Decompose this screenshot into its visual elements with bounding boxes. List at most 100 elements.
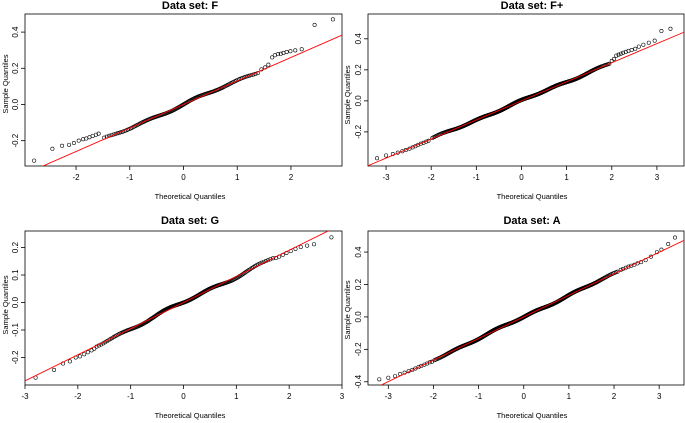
qq-point [626,264,631,269]
qq-point [117,130,122,135]
panel-g: Data set: G Theoretical Quantiles Sample… [1,215,345,420]
panel-f: Data set: F Theoretical Quantiles Sample… [1,0,343,201]
x-tick-label: 0 [519,173,524,182]
y-tick-label: -0.2 [354,342,363,356]
y-tick-label: 0.1 [11,269,20,281]
qq-point [636,44,641,49]
panel-title: Data set: A [503,215,560,227]
y-tick-label: -0.2 [11,350,20,364]
qq-point [82,352,87,357]
qq-point [668,26,673,31]
qq-point [115,131,120,136]
qq-point [330,17,335,22]
x-tick-label: 1 [235,173,240,182]
qq-point [284,49,289,54]
reference-line [368,31,684,166]
x-tick-label: 3 [657,392,662,401]
qq-point [276,52,281,57]
y-tick-label: -0.4 [354,374,363,388]
panel-f-plus: Data set: F+ Theoretical Quantiles Sampl… [343,0,685,201]
x-tick-label: -2 [428,173,436,182]
x-tick-label: -1 [473,173,481,182]
y-tick-label: 0.2 [11,62,20,74]
y-tick-label: 0.2 [354,278,363,290]
y-tick-label: -0.2 [354,124,363,138]
qq-point [67,142,72,147]
qq-point [659,29,664,34]
reference-line [380,239,684,385]
qq-point [666,241,671,246]
qq-point [386,375,391,380]
plot-frame [367,230,685,386]
panel-a: Data set: A Theoretical Quantiles Sample… [343,215,685,420]
x-axis-label: Theoretical Quantiles [497,192,568,201]
qq-point [623,49,628,54]
x-axis-label: Theoretical Quantiles [497,411,568,420]
y-tick-label: -0.2 [11,133,20,147]
qq-point [614,53,619,58]
x-tick-label: -2 [430,392,438,401]
x-tick-label: -3 [385,392,393,401]
x-tick-label: 1 [567,392,572,401]
y-axis-label: Sample Quantiles [1,54,10,113]
x-tick-label: 2 [287,392,292,401]
qq-point [93,132,98,137]
qq-point [410,367,415,372]
qq-point [32,158,37,163]
qq-point [641,42,646,47]
x-tick-label: 0 [181,173,186,182]
y-tick-label: 0.0 [354,311,363,323]
qq-point [618,51,623,56]
qq-point [85,350,90,355]
plot-area [377,235,684,385]
qq-point [375,156,380,161]
qq-point [616,52,621,57]
qq-point [245,74,250,79]
plot-area [25,231,334,382]
qq-point [377,377,382,382]
y-axis-label: Sample Quantiles [343,65,352,124]
reference-line [41,34,342,166]
qq-point [288,49,293,54]
qq-point [77,354,82,359]
x-tick-label: 3 [340,392,345,401]
qq-point [52,367,57,372]
x-tick-label: -2 [74,392,82,401]
qq-point [50,146,55,151]
qq-point [299,47,304,52]
qq-point [293,48,298,53]
qq-point [268,257,273,262]
qq-point [60,143,65,148]
plot-frame [367,13,685,167]
qq-point [278,51,283,56]
x-tick-label: -1 [475,392,483,401]
x-axis-label: Theoretical Quantiles [155,192,226,201]
x-tick-label: 0 [522,392,527,401]
qq-point [400,149,405,154]
qq-point [646,40,651,45]
x-tick-label: 1 [564,173,569,182]
qq-point [652,38,657,43]
qq-point [247,73,252,78]
x-axis-label: Theoretical Quantiles [155,411,226,420]
panel-title: Data set: F [162,0,219,12]
qq-point [305,243,310,248]
x-tick-label: 3 [655,173,660,182]
qq-point [266,62,271,67]
panel-title: Data set: F+ [501,0,564,12]
plot-area [32,17,342,166]
y-tick-label: 0.2 [354,64,363,76]
qq-point [672,235,677,240]
qq-point [67,359,72,364]
y-axis-label: Sample Quantiles [1,275,10,334]
qq-point [621,50,626,55]
y-tick-label: 0.0 [11,98,20,110]
qq-point [633,46,638,51]
qq-point [270,256,275,261]
qq-point [384,153,389,158]
qq-point [629,47,634,52]
qq-point [298,244,303,249]
qq-point [329,235,334,240]
